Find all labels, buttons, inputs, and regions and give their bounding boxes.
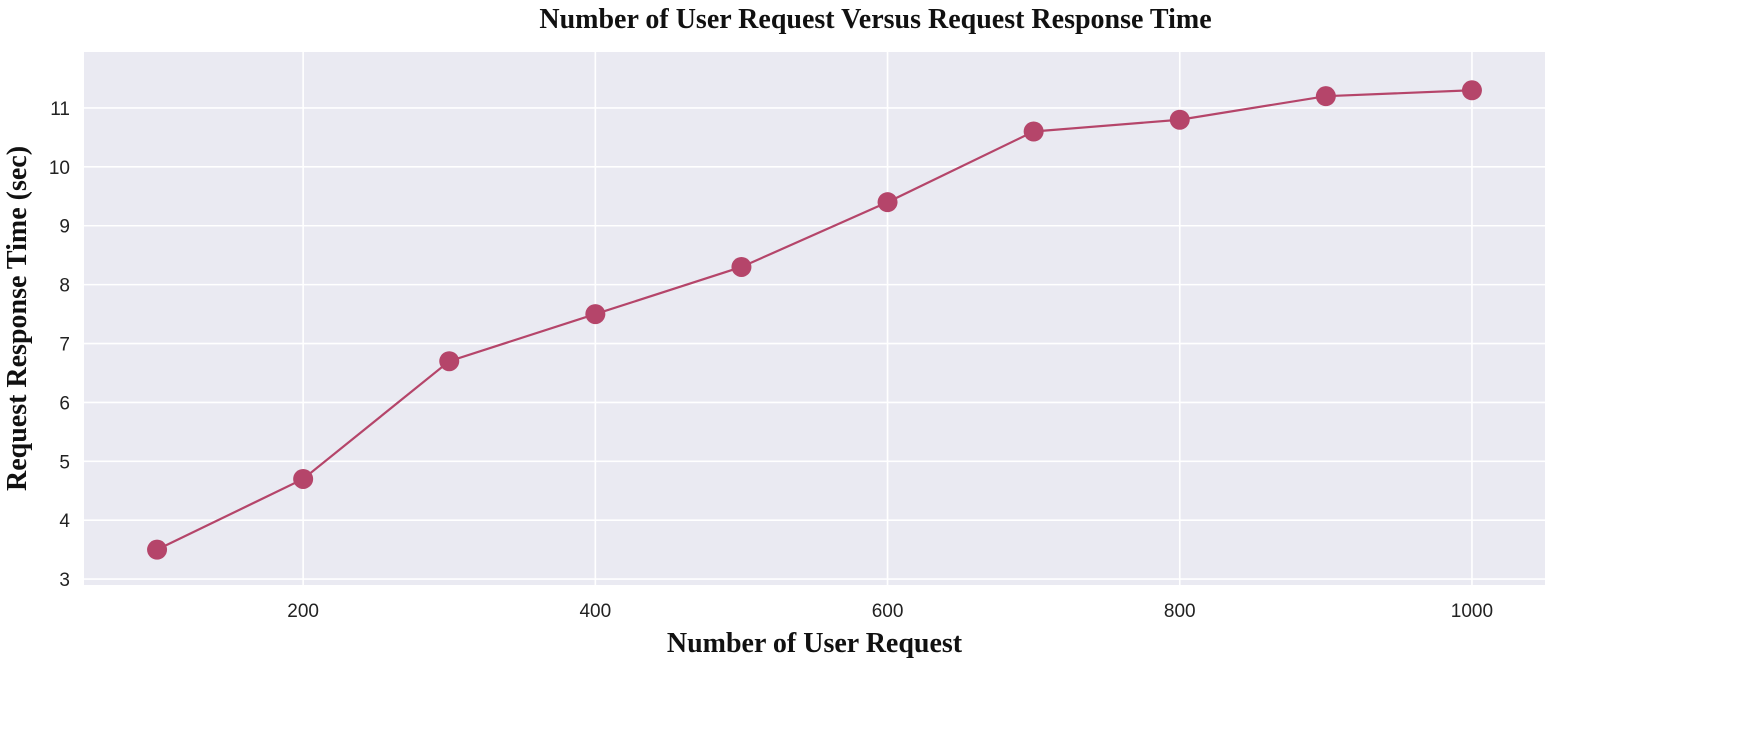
data-point: [1023, 121, 1044, 142]
y-tick-label: 3: [59, 570, 70, 591]
y-tick-label: 8: [59, 276, 70, 297]
data-point: [293, 468, 314, 489]
data-point: [147, 539, 168, 560]
y-tick-label: 10: [49, 158, 70, 179]
grid: [84, 52, 1545, 585]
data-points: [147, 80, 1482, 560]
tick-labels: 200 400 600 800 1000 3 4 5 6 7 8 9 10 11: [49, 99, 1493, 622]
x-tick-label: 600: [872, 601, 904, 622]
y-tick-label: 5: [59, 452, 70, 473]
data-point: [439, 351, 460, 372]
data-point: [1461, 80, 1482, 101]
data-point: [731, 256, 752, 277]
data-point: [585, 304, 606, 325]
y-tick-label: 6: [59, 393, 70, 414]
x-tick-label: 1000: [1451, 601, 1493, 622]
plot-area: [84, 52, 1545, 585]
chart-title: Number of User Request Versus Request Re…: [539, 4, 1212, 35]
y-tick-label: 7: [59, 335, 70, 356]
x-axis-label: Number of User Request: [667, 628, 963, 659]
y-tick-label: 9: [59, 217, 70, 238]
data-point: [877, 192, 898, 213]
x-tick-label: 200: [287, 601, 319, 622]
data-point: [1169, 109, 1190, 130]
y-axis-label: Request Response Time (sec): [2, 146, 33, 491]
series-line: [156, 89, 1472, 551]
x-tick-label: 800: [1164, 601, 1196, 622]
x-tick-label: 400: [579, 601, 611, 622]
y-tick-label: 11: [50, 99, 70, 120]
y-tick-label: 4: [59, 511, 70, 532]
data-point: [1315, 86, 1336, 107]
